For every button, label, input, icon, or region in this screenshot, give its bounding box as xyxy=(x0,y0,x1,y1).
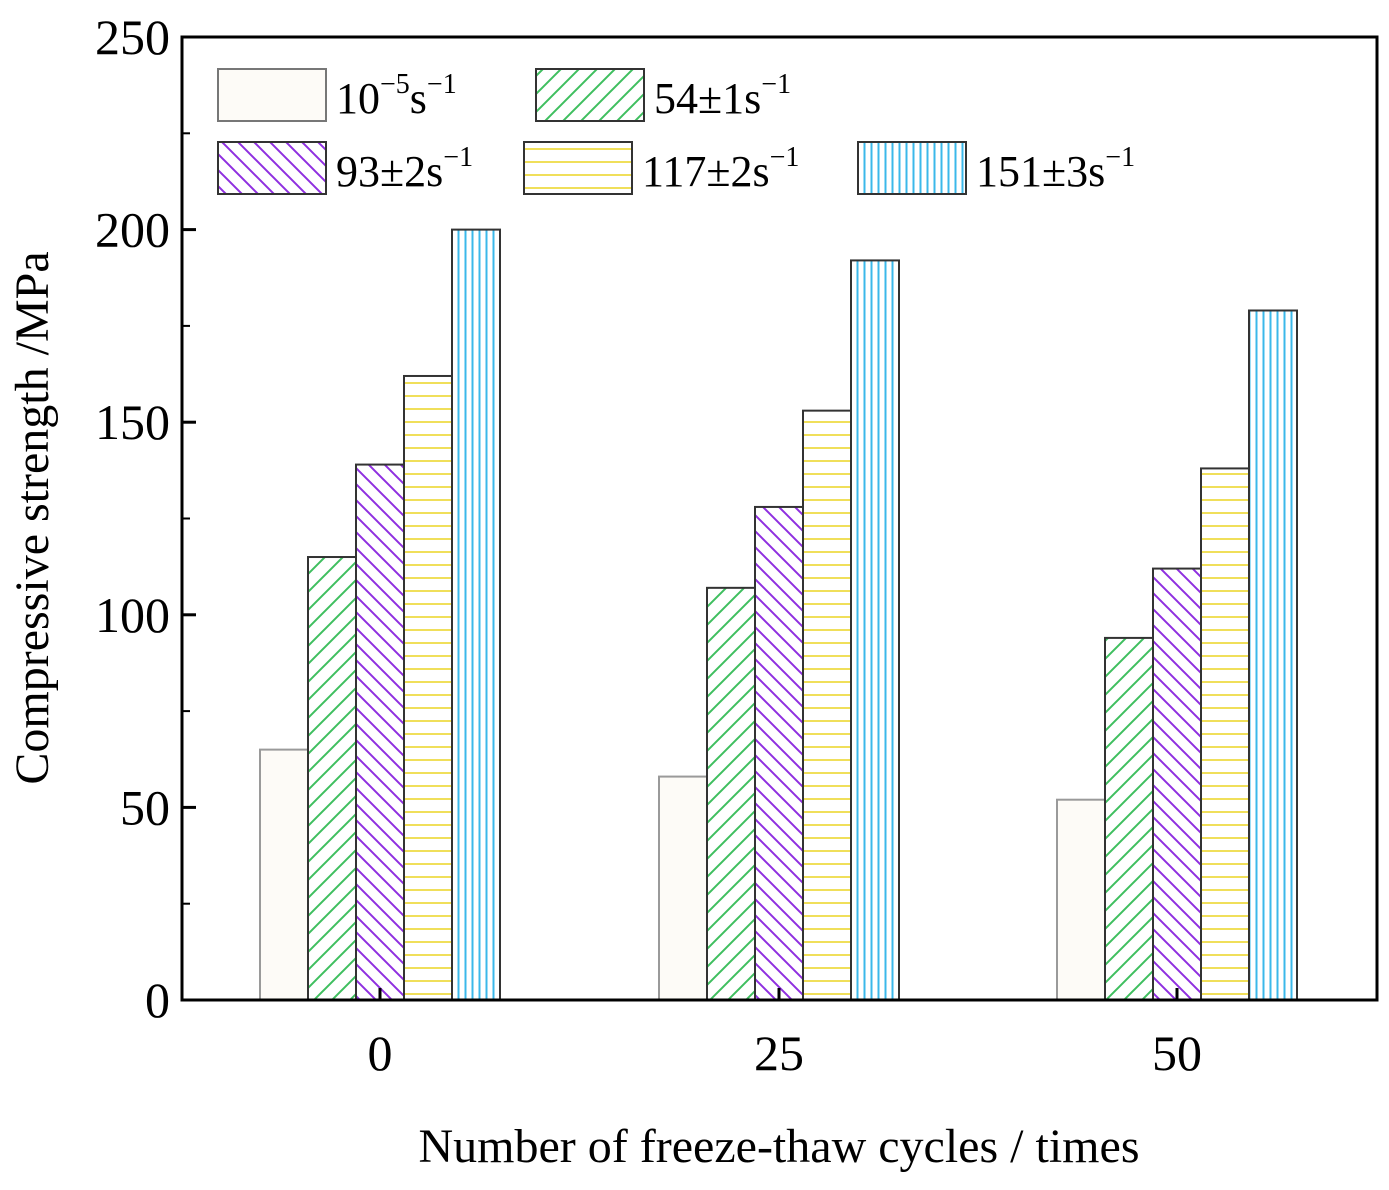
legend-label: 117±2s−1 xyxy=(642,142,799,196)
legend-swatch-diagonal-up xyxy=(535,68,645,122)
bar-plain-cat-25 xyxy=(658,775,708,1001)
bar-plain-cat-0 xyxy=(259,748,309,1001)
bar-vertical-cat-0 xyxy=(451,228,501,1002)
bar-vertical-cat-50 xyxy=(1248,309,1298,1001)
legend: 10−5s−1 54±1s−1 93±2s−1 117±2s−1 151±3s−1 xyxy=(217,68,1135,196)
bar-horizontal-cat-0 xyxy=(403,374,453,1001)
bar-diagonal-down-cat-25 xyxy=(754,505,804,1001)
x-tick-label: 0 xyxy=(368,1025,393,1081)
y-axis-title: Compressive strength /MPa xyxy=(6,251,59,784)
legend-label: 10−5s−1 xyxy=(336,69,457,123)
legend-label: 93±2s−1 xyxy=(336,142,473,196)
y-tick-label: 50 xyxy=(120,779,170,835)
bars-layer xyxy=(259,228,1298,1002)
legend-swatch-plain xyxy=(217,68,327,122)
y-tick-label: 200 xyxy=(95,202,170,258)
bar-diagonal-up-cat-0 xyxy=(307,556,357,1002)
x-tick-label: 25 xyxy=(754,1025,804,1081)
legend-swatch-horizontal xyxy=(523,141,633,195)
x-tick-label: 50 xyxy=(1152,1025,1202,1081)
legend-swatch-diagonal-down xyxy=(217,141,327,195)
y-tick-label: 250 xyxy=(95,9,170,65)
y-tick-label: 0 xyxy=(145,972,170,1028)
bar-diagonal-down-cat-50 xyxy=(1152,567,1202,1001)
bar-diagonal-up-cat-25 xyxy=(706,586,756,1001)
y-tick-label: 100 xyxy=(95,587,170,643)
bar-horizontal-cat-25 xyxy=(802,409,852,1002)
legend-label: 54±1s−1 xyxy=(654,69,791,123)
legend-label: 151±3s−1 xyxy=(976,142,1135,196)
bar-plain-cat-50 xyxy=(1056,798,1106,1001)
bar-vertical-cat-25 xyxy=(850,259,900,1001)
bar-diagonal-down-cat-0 xyxy=(355,463,405,1001)
bar-horizontal-cat-50 xyxy=(1200,467,1250,1001)
y-tick-label: 150 xyxy=(95,394,170,450)
x-axis-title: Number of freeze-thaw cycles / times xyxy=(418,1120,1139,1173)
bar-diagonal-up-cat-50 xyxy=(1104,636,1154,1001)
legend-swatch-vertical xyxy=(857,141,967,195)
axes-layer: 0 50 100 150 200 250 0 25 50 xyxy=(95,9,1202,1081)
